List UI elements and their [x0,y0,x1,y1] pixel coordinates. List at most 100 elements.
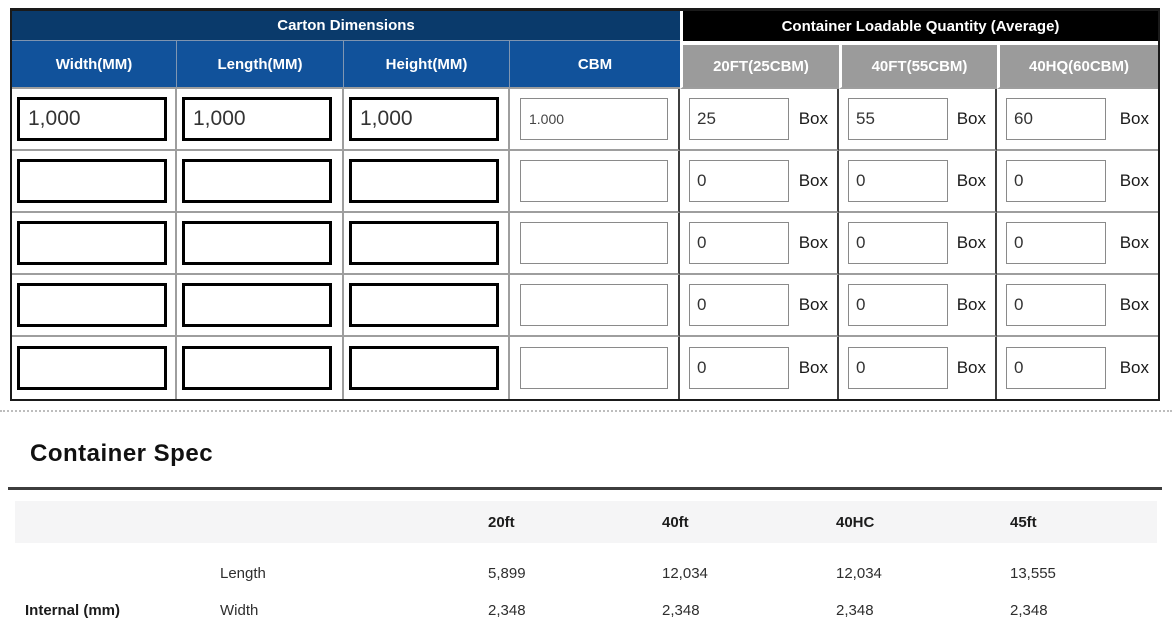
qty-40ft-input[interactable] [848,98,948,140]
spec-header-40hc: 40HC [836,513,875,531]
length-input[interactable] [182,159,332,203]
carton-loadable-table: Carton Dimensions Container Loadable Qua… [10,8,1160,401]
qty-40ft-input[interactable] [848,347,948,389]
table-cell [344,213,510,275]
qty-20ft-input[interactable] [689,347,789,389]
height-input[interactable] [349,221,499,265]
table-cell [12,151,177,213]
box-unit-label: Box [1119,358,1149,377]
qty-20ft-input[interactable] [689,160,789,202]
spec-gap [15,543,1157,555]
spec-row-label: Length [220,565,266,582]
table-cell: Box [997,275,1158,337]
table-cell: Box [680,151,839,213]
box-unit-label: Box [1119,171,1149,190]
spec-value: 13,555 [1010,565,1056,582]
box-unit-label: Box [798,295,828,314]
table-cell [12,213,177,275]
table-cell [12,337,177,399]
container-loadable-header: Container Loadable Quantity (Average) [680,11,1158,41]
cbm-input[interactable] [520,160,668,202]
column-header-length: Length(MM) [177,41,344,89]
table-cell [12,275,177,337]
box-unit-label: Box [956,358,986,377]
height-input[interactable] [349,346,499,390]
table-cell [12,89,177,151]
spec-header-20ft: 20ft [488,513,515,531]
table-cell [177,213,344,275]
height-input[interactable] [349,159,499,203]
table-cell [510,337,680,399]
height-input[interactable] [349,97,499,141]
table-cell [177,151,344,213]
table-cell: Box [839,89,997,151]
qty-40hq-input[interactable] [1006,160,1106,202]
box-unit-label: Box [798,171,828,190]
table-cell [344,89,510,151]
table-cell: Box [997,89,1158,151]
box-unit-label: Box [1119,109,1149,128]
cbm-input[interactable] [520,98,668,140]
qty-40hq-input[interactable] [1006,222,1106,264]
spec-group-label: Internal (mm) [25,602,121,619]
box-unit-label: Box [798,358,828,377]
height-input[interactable] [349,283,499,327]
spec-value: 5,899 [488,565,526,582]
width-input[interactable] [17,159,167,203]
width-input[interactable] [17,221,167,265]
qty-40hq-input[interactable] [1006,347,1106,389]
qty-40hq-input[interactable] [1006,98,1106,140]
spec-header-row: 20ft 40ft 40HC 45ft [15,501,1157,543]
length-input[interactable] [182,346,332,390]
carton-dimensions-header: Carton Dimensions [12,11,680,41]
column-header-40ft: 40FT(55CBM) [839,41,997,89]
table-cell: Box [680,275,839,337]
qty-40ft-input[interactable] [848,160,948,202]
qty-40ft-input[interactable] [848,222,948,264]
box-unit-label: Box [956,109,986,128]
table-cell [344,275,510,337]
width-input[interactable] [17,346,167,390]
table-cell: Box [997,151,1158,213]
qty-40ft-input[interactable] [848,284,948,326]
table-cell: Box [839,337,997,399]
width-input[interactable] [17,283,167,327]
table-cell: Box [997,213,1158,275]
spec-row-label: Width [220,602,259,619]
box-unit-label: Box [1119,233,1149,252]
table-cell [510,151,680,213]
spec-value: 2,348 [488,602,526,619]
cbm-input[interactable] [520,347,668,389]
qty-20ft-input[interactable] [689,98,789,140]
cbm-input[interactable] [520,222,668,264]
column-header-height: Height(MM) [344,41,510,89]
qty-20ft-input[interactable] [689,284,789,326]
table-cell [177,337,344,399]
length-input[interactable] [182,221,332,265]
section-divider [0,410,1172,412]
qty-20ft-input[interactable] [689,222,789,264]
table-cell [344,337,510,399]
table-cell: Box [839,275,997,337]
cbm-calculator-page: Carton Dimensions Container Loadable Qua… [0,8,1172,619]
column-header-20ft: 20FT(25CBM) [680,41,839,89]
cbm-input[interactable] [520,284,668,326]
container-spec-title: Container Spec [30,440,214,467]
qty-40hq-input[interactable] [1006,284,1106,326]
table-cell: Box [680,213,839,275]
table-cell [177,275,344,337]
length-input[interactable] [182,97,332,141]
table-cell: Box [997,337,1158,399]
width-input[interactable] [17,97,167,141]
spec-value: 2,348 [836,602,874,619]
box-unit-label: Box [956,171,986,190]
table-row: Internal (mm) Width 2,348 2,348 2,348 2,… [15,592,1157,629]
box-unit-label: Box [798,233,828,252]
title-underline [8,487,1162,490]
column-header-width: Width(MM) [12,41,177,89]
spec-value: 2,348 [662,602,700,619]
table-cell: Box [839,213,997,275]
box-unit-label: Box [798,109,828,128]
table-cell [177,89,344,151]
length-input[interactable] [182,283,332,327]
